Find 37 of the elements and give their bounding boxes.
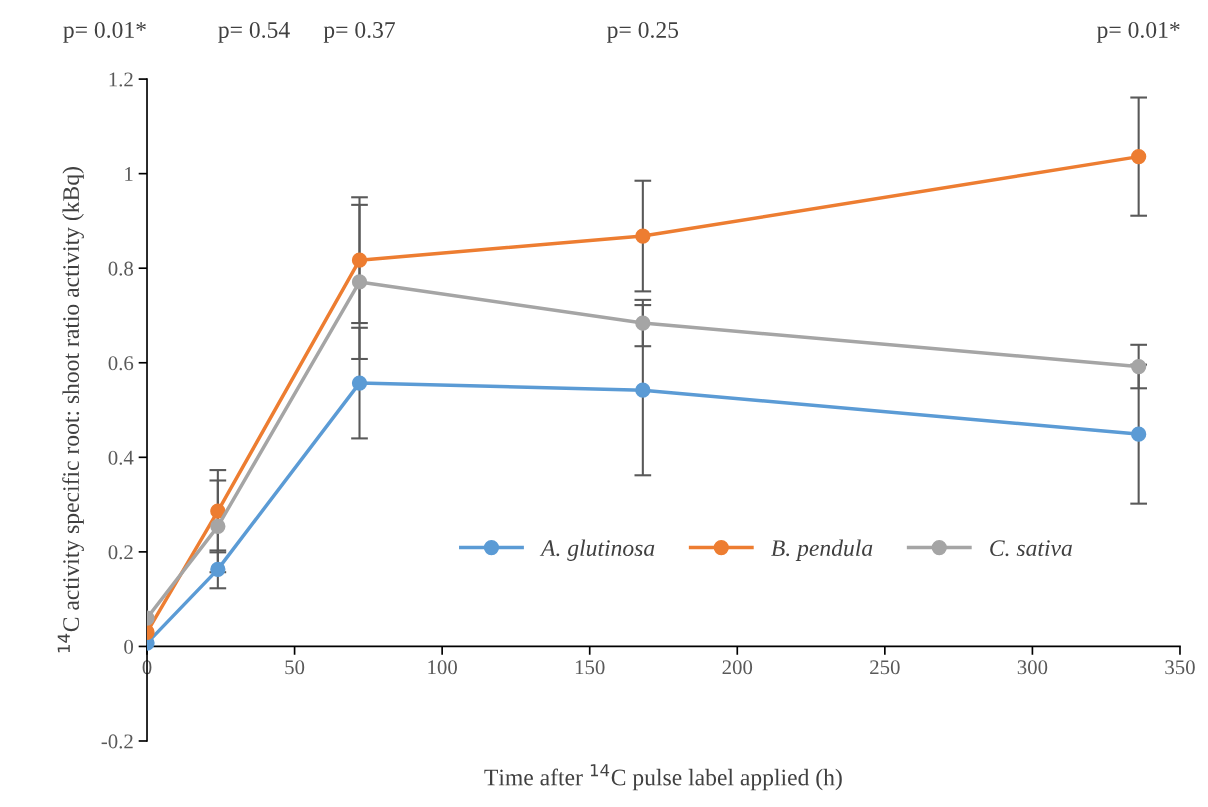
x-tick-label: 250 <box>870 660 900 675</box>
y-tick-label: 1 <box>125 167 133 181</box>
point <box>1131 358 1147 375</box>
point <box>1131 148 1147 165</box>
text: p= 0.01* <box>1096 21 1180 43</box>
point <box>635 228 651 244</box>
point <box>210 518 226 534</box>
point <box>351 252 368 268</box>
point <box>1131 426 1147 442</box>
y-tick-label: 0.8 <box>108 261 134 276</box>
y-tick-label: -0.2 <box>101 734 133 749</box>
y-axis-title: $^{14}$C activity specific root: shoot ratio activity (kBq) <box>57 167 84 653</box>
point <box>351 375 368 391</box>
text: p= 0.54 <box>218 21 290 43</box>
point <box>635 315 651 331</box>
y-tick-label: 1.2 <box>109 72 133 87</box>
legend-label: C. sativa <box>990 540 1072 557</box>
text: p= 0.25 <box>607 21 679 43</box>
legend-label: A. glutinosa <box>539 539 655 561</box>
legend-label: B. pendula <box>771 539 873 561</box>
x-tick-label: 300 <box>1017 660 1048 675</box>
point <box>351 274 368 290</box>
x-tick-label: 50 <box>285 660 305 675</box>
x-tick-label: 350 <box>1165 660 1195 675</box>
point <box>635 382 651 398</box>
text: p= 0.01* <box>63 21 146 43</box>
x-tick-label: 100 <box>428 660 457 675</box>
point <box>210 503 226 519</box>
text: p= 0.37 <box>323 21 395 43</box>
x-tick-label: 200 <box>722 660 753 675</box>
y-tick-label: 0 <box>124 639 134 654</box>
y-tick-label: 0.4 <box>108 450 134 465</box>
point <box>210 561 226 578</box>
x-tick-label: 150 <box>575 660 605 675</box>
x-axis-title: Time after $^{14}$C pulse label applied (h) <box>484 764 842 791</box>
y-tick-label: 0.2 <box>108 545 133 560</box>
y-tick-label: 0.6 <box>108 356 134 371</box>
